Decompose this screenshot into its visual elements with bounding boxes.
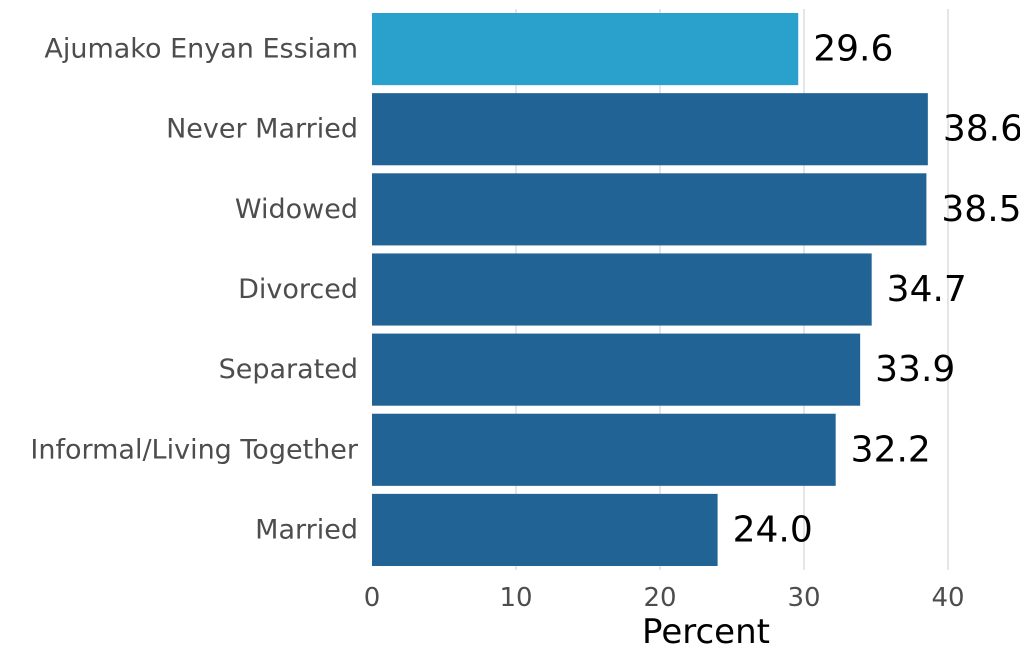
bar — [372, 173, 927, 246]
category-label: Divorced — [238, 274, 358, 305]
bars — [372, 13, 928, 566]
category-labels: Ajumako Enyan Essiam Never Married Widowed… — [30, 34, 359, 546]
data-label: 24.0 — [733, 509, 813, 550]
category-label: Widowed — [235, 194, 358, 225]
value-labels: 29.6 38.6 38.5 34.7 33.9 32.2 24.0 — [733, 29, 1020, 551]
bar — [372, 93, 928, 166]
category-label: Ajumako Enyan Essiam — [44, 34, 358, 65]
data-label: 29.6 — [813, 29, 893, 70]
bar — [372, 253, 872, 326]
category-label: Never Married — [166, 114, 358, 145]
x-tick-label: 30 — [787, 583, 820, 613]
data-label: 38.6 — [943, 109, 1020, 150]
bar — [372, 493, 718, 566]
x-tick-label: 10 — [499, 583, 532, 613]
bar — [372, 413, 836, 486]
category-label: Separated — [219, 354, 358, 385]
data-label: 32.2 — [851, 429, 931, 470]
category-label: Informal/Living Together — [30, 434, 359, 465]
bar — [372, 13, 799, 86]
data-label: 34.7 — [887, 269, 967, 310]
x-axis-title: Percent — [642, 612, 770, 650]
x-tick-label: 20 — [643, 583, 676, 613]
x-tick-label: 40 — [931, 583, 964, 613]
x-axis-ticks: 0 10 20 30 40 — [364, 583, 965, 613]
data-label: 38.5 — [941, 189, 1020, 230]
x-tick-label: 0 — [364, 583, 381, 613]
bar — [372, 333, 861, 406]
data-label: 33.9 — [875, 349, 955, 390]
category-label: Married — [255, 514, 358, 545]
